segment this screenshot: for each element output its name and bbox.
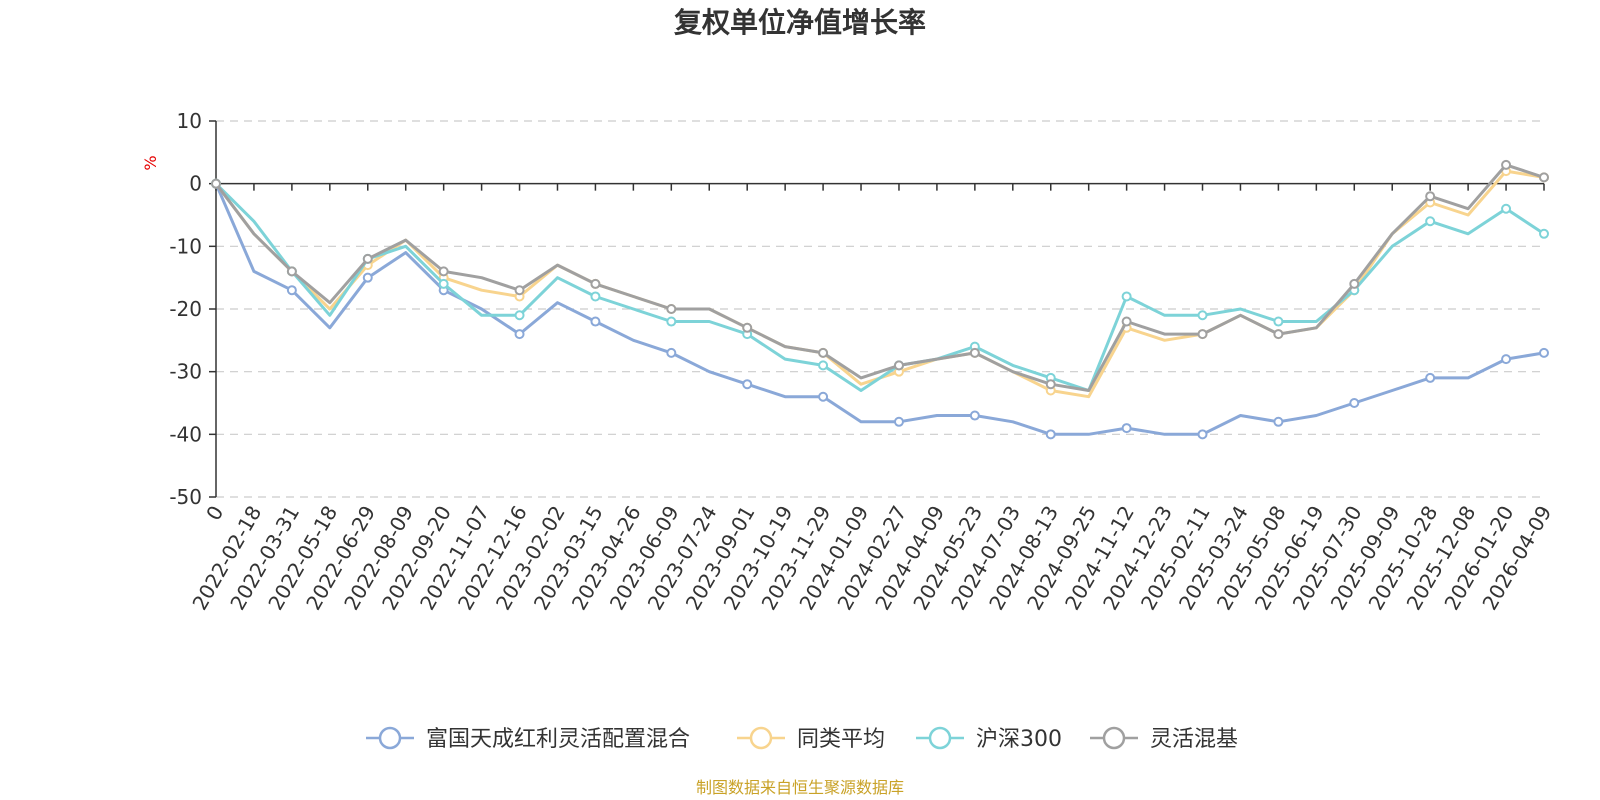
series-point <box>590 278 601 289</box>
series-line <box>214 163 1546 392</box>
y-tick-label: -10 <box>169 234 202 258</box>
series-point <box>362 253 373 264</box>
series-point <box>1501 159 1512 170</box>
series-point <box>1501 203 1512 214</box>
legend-label: 沪深300 <box>976 727 1062 752</box>
series-point <box>286 266 297 277</box>
series-point <box>1197 429 1208 440</box>
series-point <box>590 316 601 327</box>
series-point <box>1045 429 1056 440</box>
axes: 100-10-20-30-40-5002022-02-182022-03-312… <box>169 109 1556 614</box>
series-point <box>893 360 904 371</box>
series-point <box>1197 310 1208 321</box>
y-tick-label: -20 <box>169 297 202 321</box>
series-point <box>1539 172 1549 183</box>
series-point <box>666 347 677 358</box>
series-point <box>969 410 980 421</box>
series-lines <box>211 159 1549 440</box>
chart-title: 复权单位净值增长率 <box>674 6 926 39</box>
series-point <box>1425 216 1436 227</box>
legend-swatch-marker <box>928 726 952 750</box>
series-point <box>1501 354 1512 365</box>
series-point <box>1121 291 1132 302</box>
y-tick-label: -40 <box>169 422 202 446</box>
series-point <box>1349 278 1360 289</box>
series-point <box>1121 316 1132 327</box>
series-line <box>214 182 1546 436</box>
series-point <box>514 329 525 340</box>
series-point <box>742 322 753 333</box>
y-tick-label: -30 <box>169 360 202 384</box>
series-point <box>1121 423 1132 434</box>
legend-label: 富国天成红利灵活配置混合 <box>426 727 690 752</box>
series-point <box>590 291 601 302</box>
y-tick-label: 0 <box>189 172 202 196</box>
series-point <box>514 285 525 296</box>
y-tick-label: -50 <box>169 485 202 509</box>
series-line <box>214 182 1546 392</box>
series-point <box>286 285 297 296</box>
x-tick-label: 0 <box>201 502 228 525</box>
series-point <box>969 347 980 358</box>
series-point <box>818 391 829 402</box>
series-point <box>742 379 753 390</box>
series-point <box>1425 191 1436 202</box>
series-point <box>666 304 677 314</box>
series-point <box>1539 347 1549 358</box>
series-point <box>438 266 449 277</box>
series-point <box>818 347 829 358</box>
y-tick-label: 10 <box>177 109 202 133</box>
series-point <box>1273 416 1284 427</box>
series-point <box>1045 379 1056 390</box>
legend-label: 灵活混基 <box>1150 727 1238 752</box>
series-point <box>1273 329 1284 340</box>
legend-item[interactable]: 灵活混基 <box>1090 726 1238 752</box>
legend-label: 同类平均 <box>797 727 885 752</box>
series-point <box>514 310 525 321</box>
legend-item[interactable]: 富国天成红利灵活配置混合 <box>366 726 690 752</box>
series-line <box>214 169 1546 399</box>
data-source-note: 制图数据来自恒生聚源数据库 <box>696 778 904 797</box>
y-axis-unit-label: % <box>141 155 160 170</box>
legend-swatch-marker <box>378 726 402 750</box>
legend-item[interactable]: 同类平均 <box>737 726 885 752</box>
legend: 富国天成红利灵活配置混合 同类平均 沪深300 灵活混基 <box>366 726 1238 752</box>
series-point <box>893 416 904 427</box>
series-point <box>818 360 829 371</box>
series-point <box>1349 398 1360 408</box>
series-point <box>666 316 677 327</box>
legend-swatch-marker <box>749 726 773 750</box>
legend-swatch-marker <box>1102 726 1126 750</box>
series-point <box>1539 228 1549 239</box>
series-point <box>211 178 221 189</box>
series-point <box>1273 316 1284 327</box>
series-point <box>438 278 449 289</box>
series-point <box>1425 372 1436 383</box>
grid-lines <box>216 120 1544 498</box>
legend-item[interactable]: 沪深300 <box>916 726 1062 752</box>
series-point <box>1197 329 1208 340</box>
series-point <box>362 272 373 283</box>
